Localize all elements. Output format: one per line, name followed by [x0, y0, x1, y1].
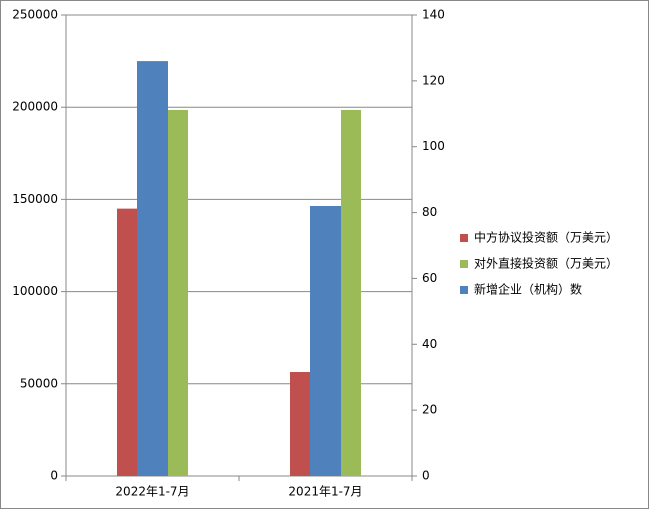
bar: [137, 61, 168, 476]
bar: [290, 371, 310, 476]
y2-tick-label: 0: [422, 469, 430, 483]
legend-label: 对外直接投资额（万美元）: [474, 256, 618, 271]
y2-tick-label: 20: [422, 403, 437, 417]
legend-swatch: [460, 260, 468, 268]
y2-tick-label: 100: [422, 139, 445, 153]
legend-label: 中方协议投资额（万美元）: [474, 230, 618, 245]
y-tick-label: 250000: [12, 8, 58, 22]
x-tick-label: 2022年1-7月: [115, 485, 189, 499]
y2-tick-label: 60: [422, 271, 437, 285]
y-tick-label: 150000: [12, 192, 58, 206]
y2-tick-label: 40: [422, 337, 437, 351]
bar: [168, 109, 188, 476]
y2-tick-label: 80: [422, 205, 437, 219]
y-tick-label: 200000: [12, 100, 58, 114]
legend-swatch: [460, 234, 468, 242]
y-tick-label: 50000: [20, 376, 58, 390]
legend-swatch: [460, 286, 468, 294]
bar: [310, 205, 341, 476]
x-tick-label: 2021年1-7月: [288, 485, 362, 499]
y2-tick-label: 120: [422, 73, 445, 87]
legend-label: 新增企业（机构）数: [474, 282, 582, 297]
bar: [117, 208, 137, 476]
y-tick-label: 100000: [12, 284, 58, 298]
y-tick-label: 0: [50, 469, 58, 483]
y2-tick-label: 140: [422, 8, 445, 22]
bar: [341, 109, 361, 476]
